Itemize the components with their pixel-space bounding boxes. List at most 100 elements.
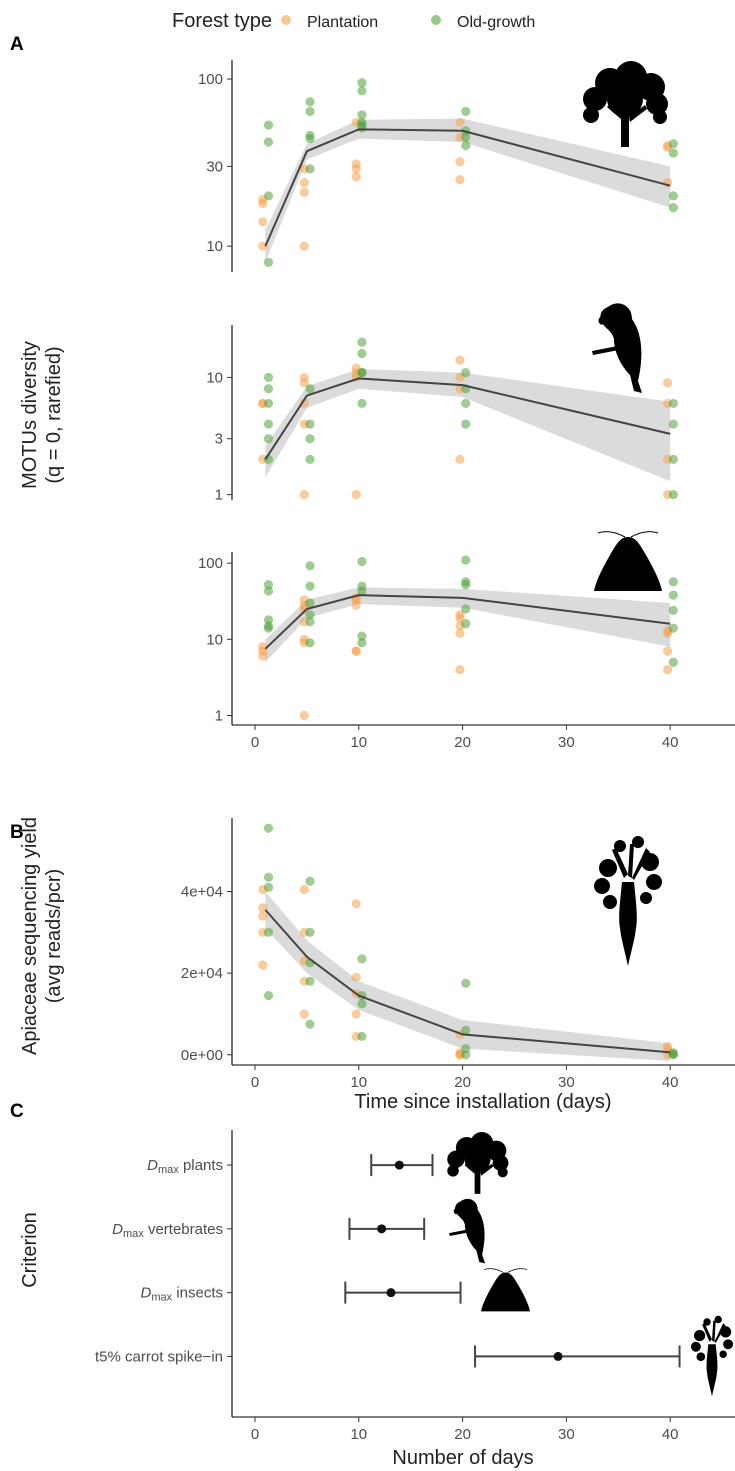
data-point (351, 646, 361, 656)
data-point (461, 140, 471, 151)
data-point (461, 1025, 471, 1035)
confidence-ribbon (265, 118, 671, 263)
data-point (305, 976, 315, 986)
x-tick-label: 40 (662, 734, 679, 751)
data-point (461, 367, 471, 378)
data-point (668, 191, 678, 201)
y-tick-label: 100 (198, 71, 223, 88)
data-point (258, 217, 268, 227)
data-point (461, 419, 471, 429)
x-tick-label: 0 (251, 734, 259, 751)
legend-swatch-old-growth (431, 15, 441, 25)
x-tick-label: 20 (454, 1426, 471, 1443)
data-point (305, 384, 315, 394)
data-point (668, 605, 678, 615)
data-point (305, 581, 315, 591)
data-point (258, 960, 268, 970)
data-point (357, 398, 367, 409)
data-point (357, 86, 367, 96)
data-point (455, 175, 465, 185)
panel-letter-b: B (10, 822, 24, 843)
data-point (263, 615, 274, 625)
data-point (305, 164, 315, 174)
y-tick-label: 10 (206, 238, 223, 255)
data-point (455, 157, 465, 167)
confidence-ribbon (265, 587, 671, 663)
data-point (305, 106, 315, 117)
data-point (357, 638, 367, 648)
data-point (263, 823, 274, 833)
data-point (263, 927, 274, 937)
data-point (263, 419, 274, 429)
data-point (305, 419, 315, 429)
data-point (305, 434, 315, 444)
fit-line (264, 377, 671, 460)
data-point (668, 454, 678, 464)
errorbar-row (474, 1345, 681, 1368)
panel-letter-a: A (10, 34, 24, 55)
data-point (461, 398, 471, 409)
y-tick-label: 10 (206, 631, 223, 648)
data-point (305, 617, 315, 627)
data-point (305, 598, 315, 608)
data-point (305, 454, 315, 464)
data-point (461, 106, 471, 117)
moth-icon (594, 531, 662, 591)
x-tick-label: 20 (454, 1074, 471, 1091)
estimate-point (377, 1224, 387, 1234)
data-point (663, 1042, 673, 1052)
data-point (299, 372, 309, 383)
data-point (668, 419, 678, 429)
errorbar-row (348, 1217, 426, 1240)
x-tick-label: 0 (251, 1074, 259, 1091)
x-tick-label: 40 (662, 1426, 679, 1443)
x-tick-label: 40 (662, 1074, 679, 1091)
data-point (263, 137, 274, 147)
data-point (305, 561, 315, 571)
data-point (299, 490, 309, 500)
data-point (357, 367, 367, 378)
data-point (351, 490, 361, 500)
data-point (263, 384, 274, 394)
tree-icon (583, 61, 668, 147)
y-tick-label: 100 (198, 555, 223, 572)
errorbar-row (344, 1281, 462, 1304)
errorbar-row (370, 1154, 434, 1177)
y-tick-label: 4e+04 (181, 883, 223, 900)
legend-swatch-plantation (281, 15, 291, 25)
carrot-icon (690, 1315, 734, 1397)
data-point (305, 610, 315, 620)
y-tick-label: 1 (215, 487, 223, 504)
y-tick-label: 1 (215, 707, 223, 724)
data-point (668, 1048, 678, 1058)
estimate-point (386, 1288, 396, 1298)
data-point (461, 577, 471, 587)
data-point (263, 398, 274, 409)
estimate-point (553, 1351, 563, 1361)
parrot-icon (592, 303, 642, 393)
data-point (668, 623, 678, 633)
data-point (357, 556, 367, 567)
panel-a-ylabel-sub: (q = 0, rarefied) (43, 346, 65, 483)
data-point (357, 581, 367, 591)
criterion-label: Dmax insects (141, 1285, 223, 1304)
panel-b-ylabel-main: Apiaceae sequencing yield (19, 817, 41, 1055)
criterion-label: Dmax vertebrates (112, 1221, 223, 1240)
data-point (299, 884, 309, 895)
y-tick-label: 10 (206, 369, 223, 386)
data-point (305, 638, 315, 648)
y-tick-label: 3 (215, 431, 223, 448)
x-tick-label: 30 (558, 1426, 575, 1443)
carrot-icon (594, 836, 662, 966)
data-point (357, 348, 367, 359)
data-point (455, 117, 465, 128)
data-point (357, 337, 367, 347)
data-point (461, 1044, 471, 1054)
data-point (351, 972, 361, 982)
panel-b-ylabel-sub: (avg reads/pcr) (43, 869, 65, 1004)
data-point (263, 434, 274, 444)
fit-line (264, 128, 671, 247)
y-tick-label: 2e+04 (181, 965, 223, 982)
data-point (357, 78, 367, 88)
